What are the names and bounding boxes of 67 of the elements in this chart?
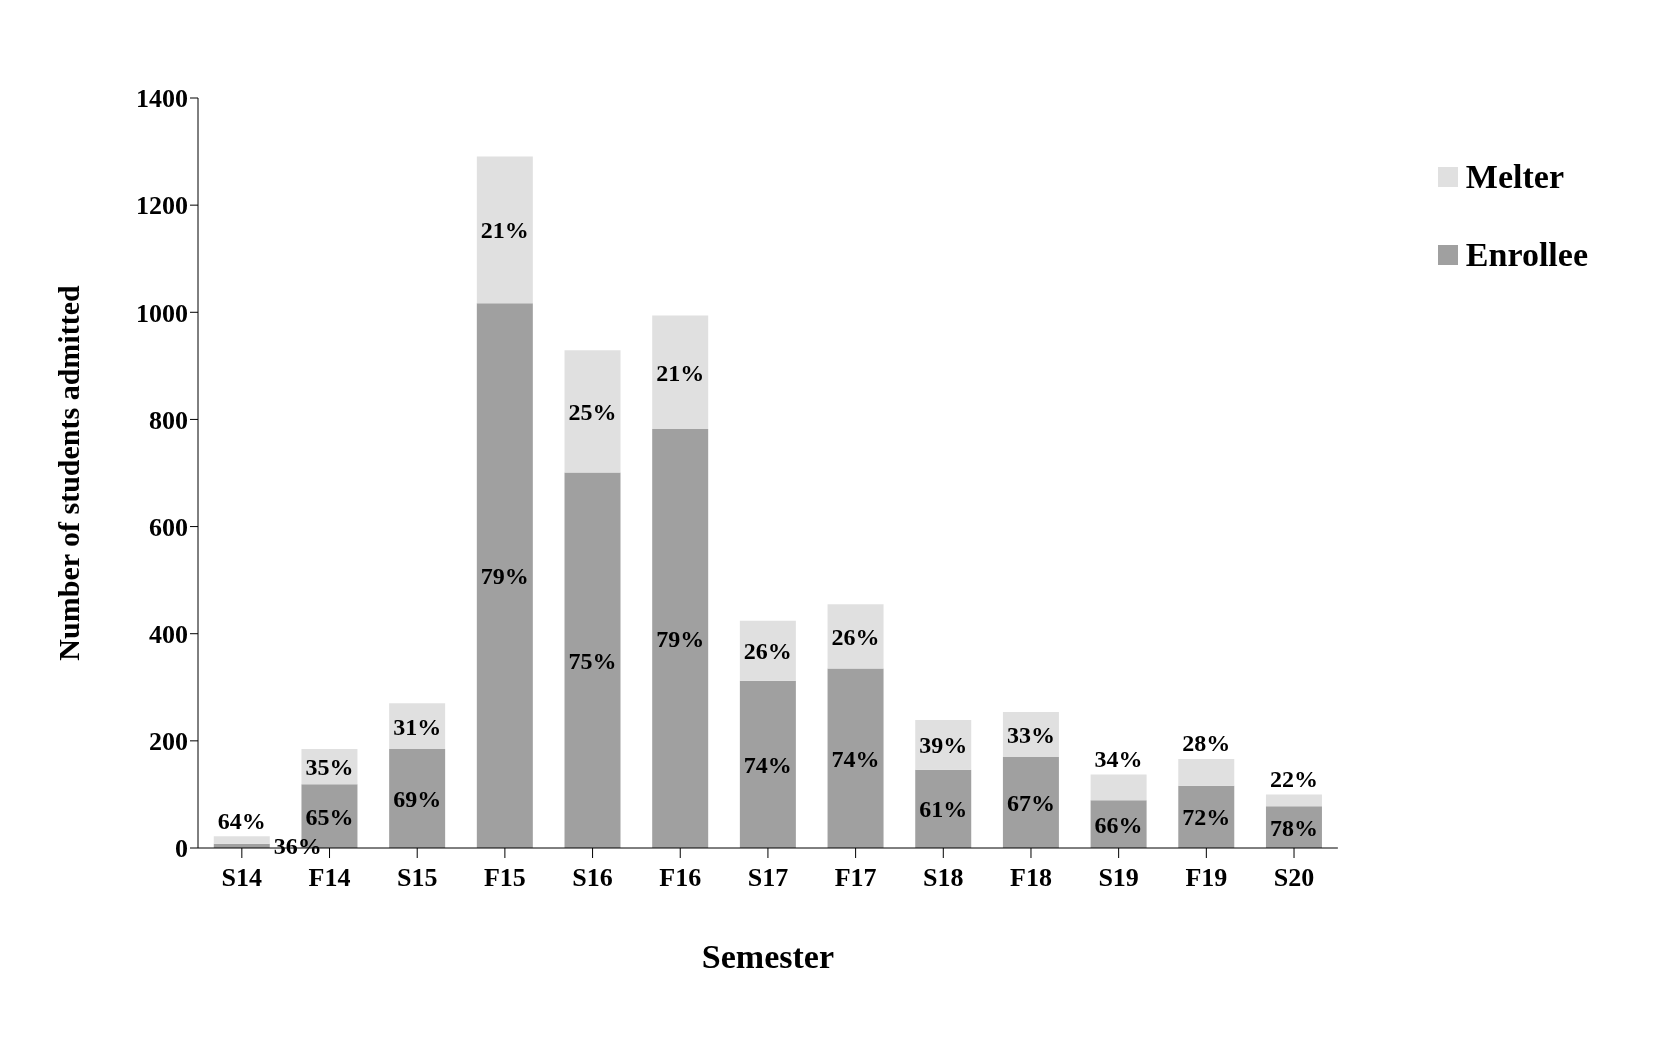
bar	[476, 303, 533, 848]
annotation: 79%	[656, 625, 705, 652]
annotation: 66%	[1094, 811, 1143, 838]
y-tick-label: 600	[149, 512, 188, 542]
bar	[476, 156, 533, 304]
y-tick-label: 1200	[136, 191, 188, 221]
x-tick-label: F17	[834, 863, 877, 893]
annotation: 35%	[305, 753, 354, 780]
annotation: 61%	[919, 796, 968, 823]
annotation: 72%	[1182, 804, 1231, 831]
x-tick-label: F14	[308, 863, 351, 893]
legend-label: Enrollee	[1465, 236, 1588, 274]
y-tick-label: 800	[149, 405, 188, 435]
y-axis-title: Number of students admitted	[51, 285, 85, 661]
annotation: 26%	[743, 638, 792, 665]
bar	[739, 680, 796, 848]
annotation: 78%	[1269, 814, 1318, 841]
bar	[827, 604, 884, 669]
annotation: 28%	[1182, 730, 1231, 757]
annotation: 34%	[1094, 746, 1143, 773]
annotation: 26%	[831, 623, 880, 650]
x-tick-label: S19	[1098, 863, 1139, 893]
bar	[652, 429, 709, 848]
x-tick-label: S15	[396, 863, 438, 893]
y-tick-label: 1400	[136, 84, 188, 114]
bar	[389, 748, 446, 848]
bar	[564, 472, 621, 848]
y-tick-label: 400	[149, 619, 188, 649]
bar	[1265, 794, 1322, 807]
annotation: 67%	[1006, 789, 1055, 816]
bar	[1178, 759, 1235, 786]
x-axis-title: Semester	[701, 938, 835, 975]
x-tick-label: S20	[1273, 863, 1315, 893]
x-tick-label: F19	[1185, 863, 1228, 893]
x-tick-label: S18	[923, 863, 964, 893]
annotation: 75%	[568, 647, 617, 674]
annotation: 65%	[305, 803, 354, 830]
bar	[915, 769, 972, 848]
x-tick-label: F18	[1010, 863, 1052, 893]
y-tick-label: 200	[149, 727, 188, 757]
y-tick-label: 0	[175, 834, 188, 864]
x-tick-label: S17	[747, 863, 789, 893]
annotation: 31%	[393, 713, 442, 740]
y-tick-label: 1000	[136, 298, 188, 328]
annotation: 21%	[656, 359, 705, 386]
annotation: 21%	[480, 217, 529, 244]
annotation: 22%	[1269, 765, 1318, 792]
x-tick-label: F15	[483, 863, 526, 893]
legend-label: Melter	[1465, 158, 1564, 196]
bar	[564, 350, 621, 473]
bar	[1002, 756, 1059, 848]
annotation: 79%	[480, 562, 529, 589]
bar	[213, 836, 270, 844]
annotation: 74%	[831, 745, 880, 772]
bar	[1090, 774, 1147, 801]
bar	[652, 315, 709, 430]
bar	[827, 668, 884, 848]
annotation: 36%	[273, 833, 322, 860]
annotation: 25%	[568, 398, 617, 425]
x-tick-label: S14	[221, 863, 263, 893]
annotation: 39%	[919, 732, 968, 759]
x-tick-label: S16	[572, 863, 613, 893]
annotation: 33%	[1006, 721, 1055, 748]
annotation: 74%	[743, 751, 792, 778]
annotation: 64%	[217, 807, 266, 834]
annotation: 69%	[393, 785, 442, 812]
x-tick-label: F16	[659, 863, 702, 893]
